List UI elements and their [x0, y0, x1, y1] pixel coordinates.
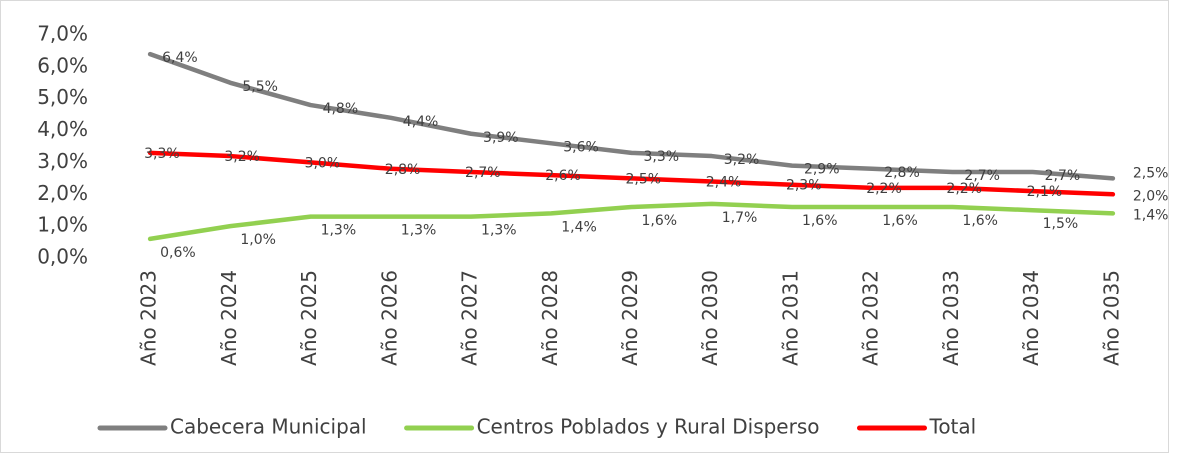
- x-tick-label: Año 2032: [859, 270, 883, 366]
- data-label: 3,3%: [144, 146, 180, 162]
- data-label: 2,7%: [964, 168, 1000, 184]
- data-label: 4,4%: [403, 114, 439, 130]
- data-label: 3,2%: [224, 149, 260, 165]
- data-label: 5,5%: [242, 79, 278, 95]
- data-label: 2,2%: [866, 181, 902, 197]
- series-line: [147, 150, 1116, 197]
- y-tick-label: 6,0%: [37, 53, 88, 77]
- x-tick-label: Año 2029: [618, 270, 642, 366]
- y-tick-label: 3,0%: [37, 149, 88, 173]
- data-label: 2,1%: [1027, 184, 1063, 200]
- x-tick-label: Año 2028: [538, 270, 562, 366]
- legend-label: Cabecera Municipal: [170, 415, 367, 439]
- data-label: 2,7%: [465, 165, 501, 181]
- data-label: 3,0%: [305, 155, 341, 171]
- chart-border: [0, 0, 1169, 453]
- data-label: 2,8%: [385, 162, 421, 178]
- data-label: 1,0%: [240, 232, 276, 248]
- data-label: 2,2%: [946, 181, 982, 197]
- data-label: 1,3%: [321, 223, 357, 239]
- x-tick-label: Año 2031: [778, 270, 802, 366]
- data-label: 1,3%: [401, 223, 437, 239]
- x-tick-label: Año 2023: [137, 270, 161, 366]
- data-label: 2,5%: [1133, 165, 1169, 181]
- data-label: 2,0%: [1133, 188, 1169, 204]
- x-tick-label: Año 2026: [377, 270, 401, 366]
- data-label: 0,6%: [160, 245, 196, 261]
- y-tick-label: 2,0%: [37, 181, 88, 205]
- legend-label: Total: [929, 415, 977, 439]
- x-tick-label: Año 2035: [1099, 270, 1123, 366]
- y-tick-label: 4,0%: [37, 117, 88, 141]
- data-label: 1,6%: [882, 213, 918, 229]
- x-tick-label: Año 2034: [1019, 270, 1043, 366]
- data-label: 2,7%: [1045, 168, 1081, 184]
- x-tick-label: Año 2030: [698, 270, 722, 366]
- series-line: [147, 201, 1116, 242]
- y-tick-label: 7,0%: [37, 22, 88, 46]
- data-label: 2,9%: [804, 162, 840, 178]
- data-label: 3,9%: [483, 130, 519, 146]
- data-label: 1,6%: [642, 213, 678, 229]
- data-label: 1,7%: [722, 210, 758, 226]
- data-label: 2,5%: [626, 171, 662, 187]
- series-line: [147, 51, 1116, 181]
- data-label: 3,3%: [644, 149, 680, 165]
- data-label: 2,6%: [545, 168, 581, 184]
- data-label: 1,5%: [1043, 216, 1079, 232]
- x-tick-label: Año 2027: [458, 270, 482, 366]
- x-tick-label: Año 2024: [217, 270, 241, 366]
- data-label: 2,4%: [706, 175, 742, 191]
- data-label: 1,6%: [962, 213, 998, 229]
- data-label: 2,8%: [884, 165, 920, 181]
- legend-label: Centros Poblados y Rural Disperso: [477, 415, 820, 439]
- data-label: 2,3%: [786, 178, 822, 194]
- data-label: 1,4%: [561, 219, 597, 235]
- data-label: 4,8%: [323, 101, 359, 117]
- x-tick-label: Año 2033: [939, 270, 963, 366]
- y-tick-label: 0,0%: [37, 245, 88, 269]
- data-label: 1,4%: [1133, 207, 1169, 223]
- data-label: 3,2%: [724, 152, 760, 168]
- data-label: 3,6%: [563, 139, 599, 155]
- data-label: 1,3%: [481, 223, 517, 239]
- data-label: 1,6%: [802, 213, 838, 229]
- data-label: 6,4%: [162, 50, 198, 66]
- y-tick-label: 5,0%: [37, 85, 88, 109]
- x-tick-label: Año 2025: [297, 270, 321, 366]
- y-tick-label: 1,0%: [37, 213, 88, 237]
